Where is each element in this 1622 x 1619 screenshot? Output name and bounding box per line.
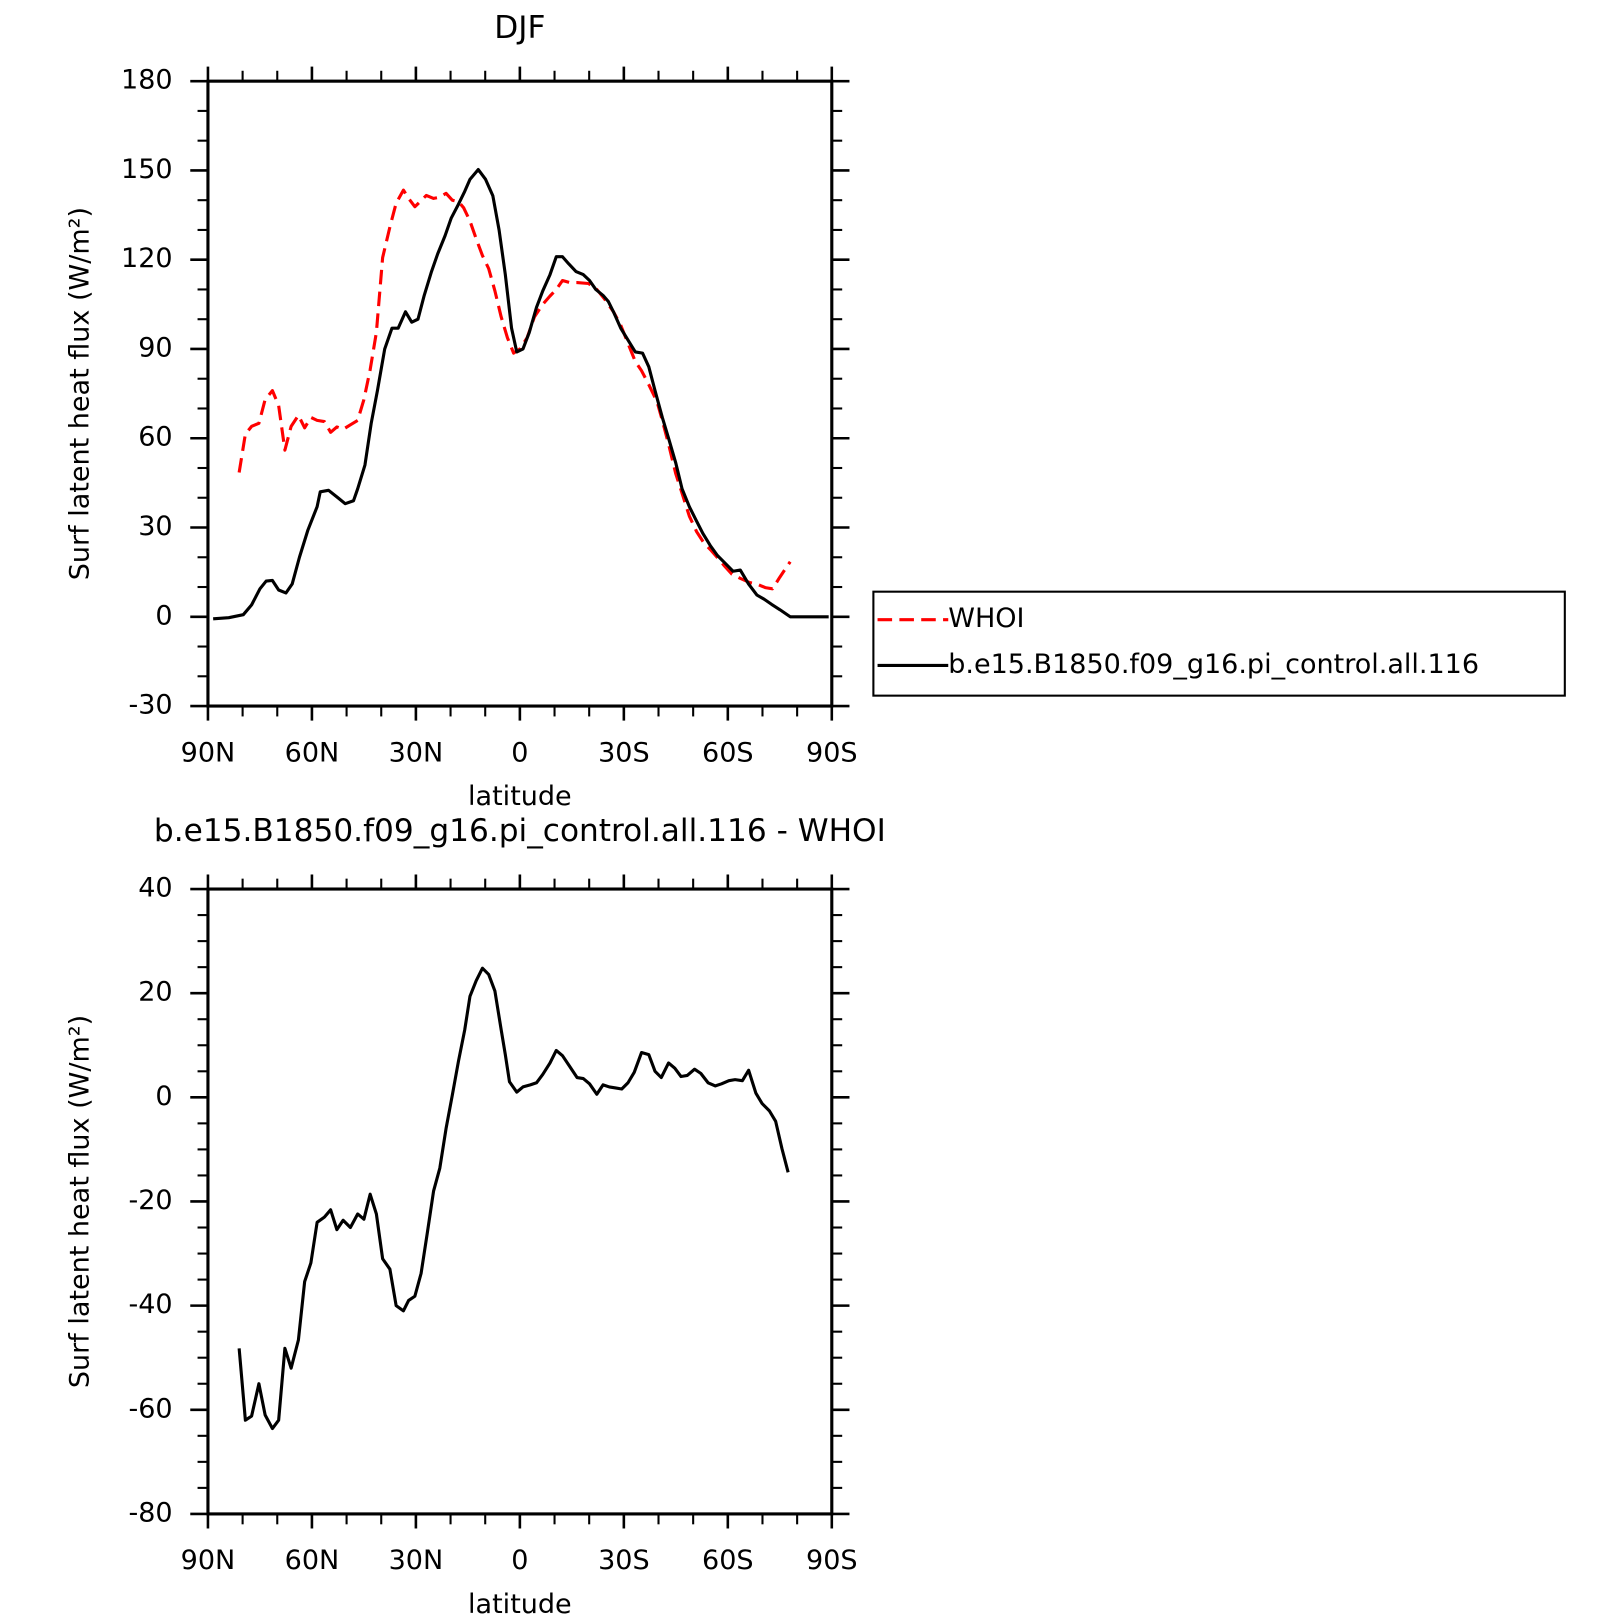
x-tick-label: 90N	[181, 1545, 236, 1576]
y-tick-label: -20	[128, 1185, 172, 1216]
y-tick-label: -80	[128, 1497, 172, 1528]
y-tick-label: 150	[121, 154, 173, 185]
x-axis-label: latitude	[468, 1589, 572, 1619]
x-axis-label: latitude	[468, 781, 572, 812]
y-tick-label: 90	[138, 332, 172, 363]
y-tick-label: -40	[128, 1289, 172, 1320]
data-line	[213, 167, 829, 621]
x-tick-label: 90S	[806, 737, 858, 768]
x-tick-label: 60S	[702, 1545, 754, 1576]
x-tick-label: 30S	[598, 1545, 650, 1576]
data-line	[237, 188, 792, 591]
legend-label: WHOI	[948, 603, 1024, 634]
x-tick-label: 30N	[389, 737, 444, 768]
y-tick-label: 30	[138, 511, 172, 542]
x-tick-label: 90N	[181, 737, 236, 768]
x-tick-label: 30N	[389, 1545, 444, 1576]
y-tick-label: 60	[138, 422, 172, 453]
y-tick-label: 0	[155, 1081, 172, 1112]
x-tick-label: 0	[511, 1545, 528, 1576]
y-tick-label: -60	[128, 1393, 172, 1424]
y-tick-label: 180	[121, 65, 173, 96]
x-tick-label: 0	[511, 737, 528, 768]
x-tick-label: 60N	[285, 737, 340, 768]
data-line	[237, 966, 790, 1431]
chart-title: DJF	[494, 10, 545, 46]
x-tick-label: 30S	[598, 737, 650, 768]
x-tick-label: 60N	[285, 1545, 340, 1576]
y-tick-label: 20	[138, 977, 172, 1008]
y-axis-label: Surf latent heat flux (W/m²)	[65, 1015, 96, 1388]
y-tick-label: 0	[155, 600, 172, 631]
legend-label: b.e15.B1850.f09_g16.pi_control.all.116	[948, 649, 1479, 680]
legend-box	[872, 590, 1566, 697]
chart-title: b.e15.B1850.f09_g16.pi_control.all.116 -…	[154, 813, 886, 849]
x-tick-label: 60S	[702, 737, 754, 768]
y-axis-label: Surf latent heat flux (W/m²)	[65, 207, 96, 580]
y-tick-label: -30	[128, 690, 172, 721]
plot-frame	[206, 79, 834, 708]
y-tick-label: 120	[121, 243, 173, 274]
x-tick-label: 90S	[806, 1545, 858, 1576]
plot-frame	[206, 887, 834, 1516]
y-tick-label: 40	[138, 873, 172, 904]
